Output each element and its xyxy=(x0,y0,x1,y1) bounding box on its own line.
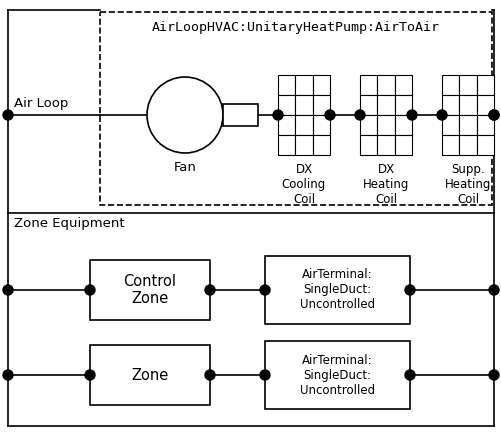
Circle shape xyxy=(3,110,13,120)
Bar xyxy=(312,75,329,95)
Bar xyxy=(100,12,491,205)
Circle shape xyxy=(488,370,498,380)
Bar xyxy=(359,95,377,115)
Text: DX
Cooling
Coil: DX Cooling Coil xyxy=(282,163,326,206)
Bar xyxy=(458,75,476,95)
Circle shape xyxy=(406,110,416,120)
Bar xyxy=(377,135,394,155)
Circle shape xyxy=(204,370,214,380)
Text: Control
Zone: Control Zone xyxy=(123,274,176,306)
Bar xyxy=(394,95,411,115)
Bar xyxy=(394,135,411,155)
Circle shape xyxy=(488,285,498,295)
Text: Air Loop: Air Loop xyxy=(14,97,68,110)
Bar xyxy=(441,135,458,155)
Bar xyxy=(441,75,458,95)
Circle shape xyxy=(3,370,13,380)
Circle shape xyxy=(436,110,446,120)
Bar xyxy=(441,115,458,135)
Bar xyxy=(278,115,295,135)
Text: Supp.
Heating
Coil: Supp. Heating Coil xyxy=(444,163,490,206)
Text: Fan: Fan xyxy=(173,161,196,174)
Bar xyxy=(90,345,209,405)
Circle shape xyxy=(204,285,214,295)
Text: Zone: Zone xyxy=(131,368,168,382)
Bar xyxy=(295,135,312,155)
Circle shape xyxy=(404,370,414,380)
Circle shape xyxy=(3,285,13,295)
Bar xyxy=(359,115,377,135)
Bar xyxy=(458,115,476,135)
Bar xyxy=(295,75,312,95)
Bar xyxy=(359,75,377,95)
Bar xyxy=(265,256,409,324)
Bar xyxy=(377,75,394,95)
Bar xyxy=(90,260,209,320)
Bar xyxy=(359,135,377,155)
Bar xyxy=(312,95,329,115)
Circle shape xyxy=(260,370,270,380)
Bar xyxy=(394,115,411,135)
Bar xyxy=(476,75,493,95)
Bar xyxy=(312,135,329,155)
Bar xyxy=(394,75,411,95)
Bar xyxy=(377,115,394,135)
Bar xyxy=(278,75,295,95)
Circle shape xyxy=(488,110,498,120)
Circle shape xyxy=(85,285,95,295)
Bar xyxy=(377,95,394,115)
Bar xyxy=(295,115,312,135)
Bar xyxy=(476,115,493,135)
Circle shape xyxy=(324,110,334,120)
Bar xyxy=(476,95,493,115)
Circle shape xyxy=(404,285,414,295)
Text: AirTerminal:
SingleDuct:
Uncontrolled: AirTerminal: SingleDuct: Uncontrolled xyxy=(299,269,374,312)
Bar xyxy=(295,95,312,115)
Bar xyxy=(312,115,329,135)
Circle shape xyxy=(85,370,95,380)
Circle shape xyxy=(488,110,498,120)
Bar xyxy=(441,95,458,115)
Bar xyxy=(458,95,476,115)
Bar xyxy=(265,341,409,409)
Bar xyxy=(458,135,476,155)
Text: AirLoopHVAC:UnitaryHeatPump:AirToAir: AirLoopHVAC:UnitaryHeatPump:AirToAir xyxy=(152,22,439,34)
Circle shape xyxy=(260,285,270,295)
Text: DX
Heating
Coil: DX Heating Coil xyxy=(362,163,408,206)
Text: AirTerminal:
SingleDuct:
Uncontrolled: AirTerminal: SingleDuct: Uncontrolled xyxy=(299,354,374,397)
Bar xyxy=(278,135,295,155)
Circle shape xyxy=(273,110,283,120)
Text: Zone Equipment: Zone Equipment xyxy=(14,217,124,230)
Bar xyxy=(278,95,295,115)
Circle shape xyxy=(147,77,222,153)
Bar xyxy=(476,135,493,155)
Circle shape xyxy=(354,110,364,120)
Bar xyxy=(222,104,258,126)
